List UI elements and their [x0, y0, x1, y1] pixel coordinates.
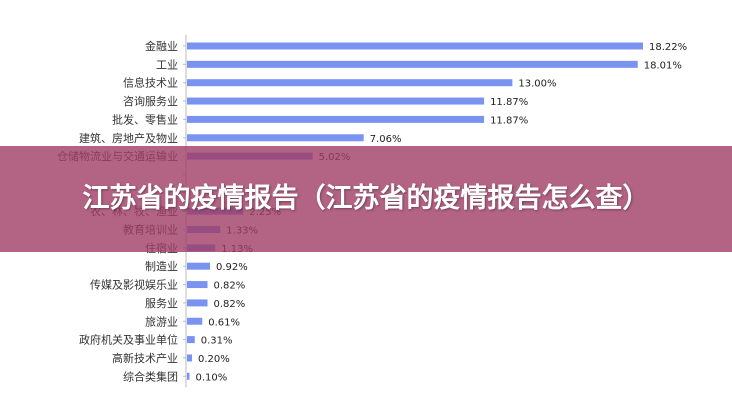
- category-label: 建筑、房地产及物业: [79, 131, 178, 145]
- value-label: 13.00%: [518, 79, 556, 90]
- value-label: 0.10%: [196, 372, 228, 383]
- category-label: 高新技术产业: [112, 351, 178, 365]
- bar: [187, 372, 190, 380]
- category-label: 咨询服务业: [123, 94, 178, 108]
- value-label: 18.22%: [649, 42, 687, 53]
- category-label: 工业: [156, 58, 178, 71]
- category-label: 金融业: [145, 39, 178, 53]
- title-overlay-band: 江苏省的疫情报告（江苏省的疫情报告怎么查）: [0, 146, 732, 252]
- value-label: 11.87%: [490, 97, 528, 108]
- bar: [187, 60, 638, 68]
- bar: [187, 115, 485, 123]
- bar: [187, 354, 193, 362]
- overlay-title: 江苏省的疫情报告（江苏省的疫情报告怎么查）: [82, 183, 650, 214]
- bar: [187, 317, 203, 325]
- value-label: 18.01%: [644, 60, 682, 71]
- category-label: 服务业: [145, 297, 178, 310]
- category-label: 信息技术业: [123, 76, 178, 90]
- value-label: 0.20%: [198, 354, 230, 365]
- value-label: 0.31%: [201, 336, 233, 347]
- category-label: 综合类集团: [123, 369, 178, 383]
- bar: [187, 336, 195, 344]
- bar: [187, 42, 643, 50]
- bar: [187, 299, 208, 307]
- value-label: 11.87%: [490, 115, 528, 126]
- bar: [187, 134, 364, 142]
- bar: [187, 97, 485, 105]
- value-label: 0.61%: [208, 317, 240, 328]
- bar: [187, 79, 513, 87]
- value-label: 0.82%: [214, 299, 246, 310]
- category-label: 政府机关及事业单位: [79, 333, 178, 347]
- bar: [187, 281, 208, 289]
- category-label: 批发、零售业: [112, 112, 178, 126]
- value-label: 0.82%: [214, 281, 246, 292]
- bar: [187, 262, 211, 270]
- category-label: 传媒及影视娱乐业: [90, 278, 178, 292]
- category-label: 制造业: [145, 259, 178, 273]
- value-label: 0.92%: [216, 262, 248, 273]
- category-label: 旅游业: [145, 314, 178, 328]
- value-label: 7.06%: [370, 134, 402, 145]
